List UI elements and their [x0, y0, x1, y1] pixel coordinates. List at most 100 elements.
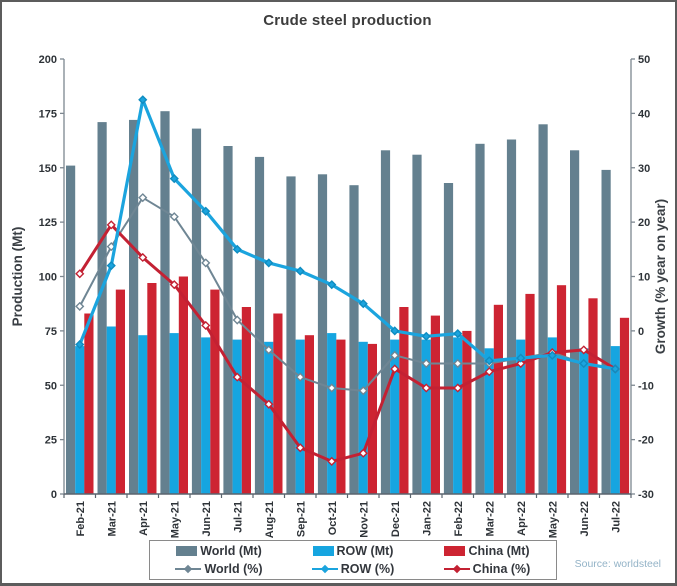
- bar-china-mt-: [336, 339, 346, 494]
- marker-diamond-row-: [75, 339, 85, 350]
- legend-label: China (%): [472, 562, 531, 576]
- bar-china-mt-: [367, 343, 377, 494]
- x-axis-month-label: Nov-21: [358, 501, 370, 538]
- x-axis-month-label: Jul-22: [610, 501, 622, 533]
- left-axis-tick-label: 200: [39, 54, 57, 66]
- left-axis-title: Production (Mt): [10, 227, 25, 327]
- bar-china-mt-: [304, 335, 314, 494]
- bar-row-mt-: [453, 337, 463, 494]
- marker-diamond-row-: [169, 174, 179, 184]
- bar-world-mt-: [66, 165, 76, 494]
- marker-diamond-china-: [295, 443, 305, 453]
- legend-item-china-mt: China (Mt): [420, 544, 554, 558]
- chart-title: Crude steel production: [263, 12, 432, 29]
- bar-row-mt-: [579, 348, 589, 494]
- bar-china-mt-: [273, 313, 283, 494]
- bar-china-mt-: [210, 289, 220, 494]
- right-axis-tick-label: 50: [638, 54, 650, 66]
- marker-diamond-row-: [484, 356, 494, 366]
- world-bar-swatch-icon: [176, 546, 198, 556]
- marker-diamond-china-: [516, 358, 526, 369]
- x-axis-month-label: Aug-21: [264, 501, 276, 538]
- bar-row-mt-: [421, 339, 431, 494]
- bar-china-mt-: [178, 276, 188, 494]
- bar-china-mt-: [241, 307, 251, 494]
- left-axis-tick-label: 50: [45, 380, 57, 392]
- right-axis-tick-label: 0: [638, 326, 644, 338]
- legend-label: ROW (%): [340, 562, 395, 576]
- marker-diamond-china-: [421, 383, 431, 393]
- marker-diamond-row-: [547, 350, 557, 360]
- right-axis-title: Growth (% year on year): [653, 199, 668, 354]
- bar-world-mt-: [129, 119, 139, 495]
- world-line-swatch-icon: [175, 564, 202, 574]
- bar-world-mt-: [160, 111, 170, 494]
- x-axis-month-label: Jun-21: [201, 501, 213, 536]
- legend-label: China (Mt): [468, 544, 530, 558]
- bar-world-mt-: [538, 124, 548, 495]
- legend-item-world-mt: World (Mt): [152, 544, 286, 558]
- marker-diamond-row-: [579, 358, 589, 369]
- marker-diamond-world-: [75, 301, 85, 311]
- bar-row-mt-: [295, 339, 305, 494]
- marker-diamond-china-: [138, 252, 148, 263]
- legend-item-world-pct: World (%): [152, 562, 286, 576]
- bar-china-mt-: [556, 285, 567, 494]
- marker-diamond-china-: [75, 269, 85, 279]
- bar-row-mt-: [75, 346, 85, 494]
- x-axis-month-label: Feb-22: [453, 501, 465, 536]
- bar-row-mt-: [547, 337, 557, 494]
- x-axis-month-label: Apr-22: [516, 501, 528, 536]
- marker-diamond-china-: [327, 456, 337, 466]
- china-bar-swatch-icon: [444, 546, 466, 556]
- chart-legend: World (Mt) ROW (Mt) China (Mt) World (%)…: [149, 540, 557, 580]
- row-bar-swatch-icon: [312, 546, 334, 556]
- bar-row-mt-: [516, 339, 526, 494]
- x-axis-month-label: May-21: [169, 501, 181, 538]
- source-attribution: Source: worldsteel: [574, 558, 661, 570]
- bar-world-mt-: [349, 185, 359, 494]
- bar-world-mt-: [443, 183, 454, 494]
- marker-diamond-row-: [327, 280, 337, 290]
- bar-world-mt-: [97, 122, 107, 494]
- left-axis-tick-label: 75: [45, 326, 57, 338]
- marker-diamond-row-: [295, 266, 305, 276]
- left-axis-tick-label: 25: [45, 435, 57, 447]
- marker-diamond-world-: [232, 315, 242, 325]
- x-axis-month-label: Mar-22: [484, 501, 496, 536]
- bar-world-mt-: [317, 174, 328, 495]
- marker-diamond-world-: [327, 383, 337, 393]
- line-row-: [78, 98, 616, 371]
- x-axis-month-label: Dec-21: [390, 501, 402, 537]
- x-axis-month-label: Jul-21: [232, 501, 244, 533]
- marker-diamond-world-: [201, 258, 211, 268]
- x-axis-month-label: Sep-21: [295, 501, 307, 537]
- right-axis-tick-label: 10: [638, 272, 650, 284]
- bar-china-mt-: [84, 313, 94, 494]
- china-line-swatch-icon: [443, 564, 470, 574]
- left-axis-tick-label: 175: [39, 108, 57, 120]
- bar-row-mt-: [610, 346, 620, 494]
- bar-world-mt-: [475, 143, 485, 495]
- x-axis-month-label: Jan-22: [421, 501, 433, 536]
- left-axis-tick-label: 125: [39, 217, 57, 229]
- marker-diamond-china-: [579, 345, 589, 355]
- x-axis-month-label: Oct-21: [327, 501, 339, 535]
- marker-diamond-world-: [138, 193, 148, 203]
- bar-china-mt-: [462, 330, 472, 494]
- x-axis-month-label: Apr-21: [138, 501, 150, 536]
- left-axis-tick-label: 150: [39, 163, 57, 175]
- marker-diamond-row-: [264, 258, 274, 268]
- bar-world-mt-: [570, 150, 580, 495]
- marker-diamond-world-: [264, 345, 274, 355]
- legend-item-row-pct: ROW (%): [286, 562, 420, 576]
- x-axis-month-label: May-22: [547, 501, 559, 538]
- bar-row-mt-: [484, 348, 494, 494]
- right-axis-tick-label: -20: [638, 435, 654, 447]
- bar-china-mt-: [115, 289, 125, 494]
- left-axis-tick-label: 0: [51, 489, 57, 501]
- bar-row-mt-: [232, 339, 242, 494]
- bar-china-mt-: [493, 304, 503, 494]
